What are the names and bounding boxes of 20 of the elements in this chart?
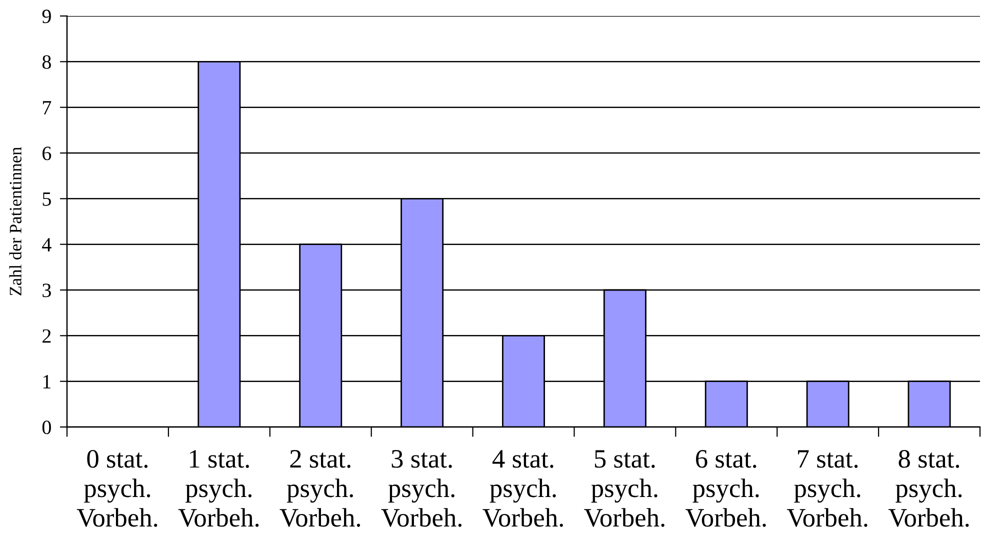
y-tick-label: 8: [42, 55, 51, 69]
y-tick-label: 9: [42, 10, 51, 24]
x-tick-label: 8 stat. psych. Vorbeh.: [888, 450, 969, 527]
x-tick-label: 2 stat. psych. Vorbeh.: [280, 450, 360, 527]
y-tick-label: 6: [42, 146, 52, 160]
y-tick-label: 3: [42, 284, 51, 298]
x-tick-label: 0 stat. psych. Vorbeh.: [76, 450, 158, 527]
y-tick-label: 7: [42, 101, 52, 114]
x-tick-label: 4 stat. psych. Vorbeh.: [482, 450, 563, 527]
y-tick-label: 2: [42, 329, 51, 343]
y-tick-label: 5: [42, 192, 51, 206]
y-tick-label: 1: [43, 375, 51, 388]
x-tick-label: 6 stat. psych. Vorbeh.: [686, 450, 766, 527]
y-axis-title: Zahl der Patientinnen: [9, 147, 22, 296]
y-tick-label: 4: [42, 238, 52, 252]
x-tick-label: 5 stat. psych. Vorbeh.: [584, 450, 664, 527]
x-tick-label: 7 stat. psych. Vorbeh.: [786, 450, 868, 527]
x-tick-label: 3 stat. psych. Vorbeh.: [381, 450, 462, 527]
x-tick-label: 1 stat. psych. Vorbeh.: [178, 450, 259, 527]
y-tick-label: 0: [42, 420, 51, 434]
